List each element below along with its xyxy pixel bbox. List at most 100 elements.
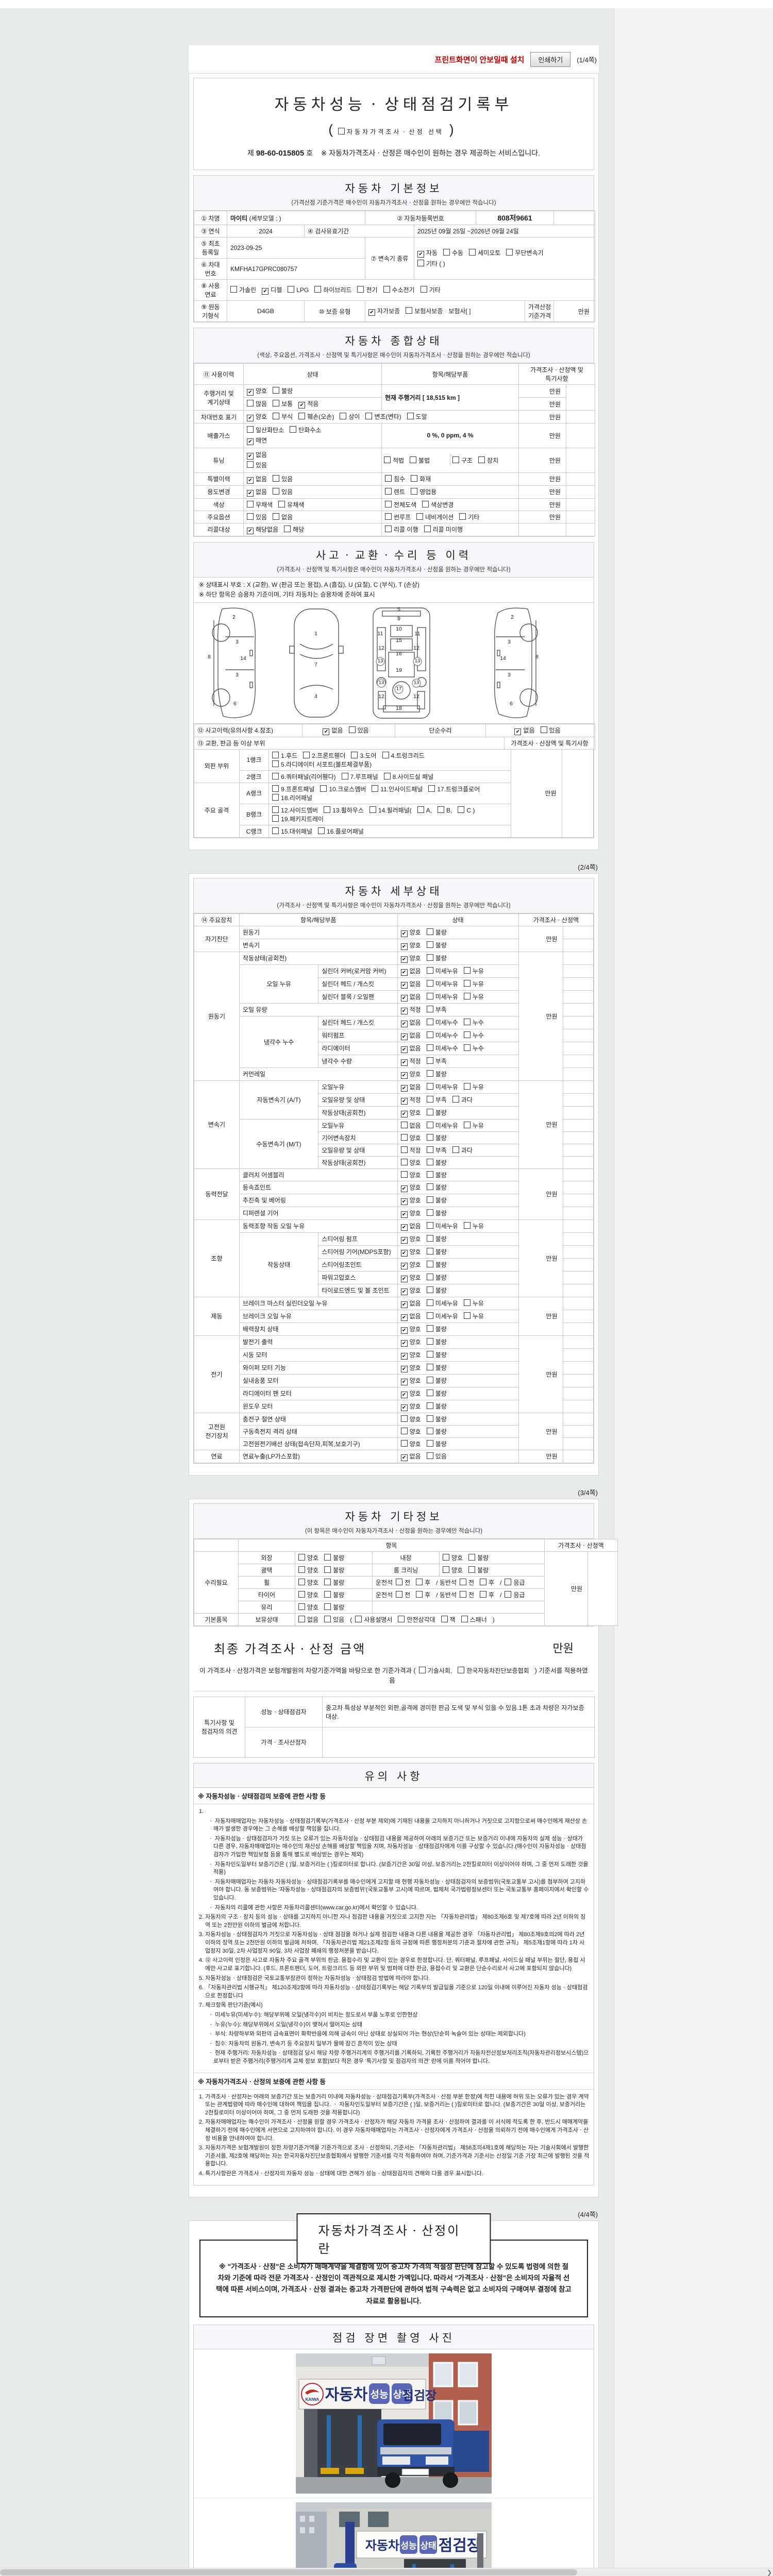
label-interior: 내장 [372, 1551, 440, 1564]
checkbox-item: 양호 [400, 1427, 421, 1435]
panel-number: 16 [396, 650, 402, 657]
checkbox-label: 기타 [468, 513, 480, 521]
page-marker-2: (2/4쪽) [578, 863, 598, 871]
checkbox-label: 없음 [256, 475, 267, 483]
item-label: 윈도우 모터 [239, 1399, 398, 1413]
state-checks: 양호 불량 [397, 1412, 519, 1426]
group-outer-panel: 외판 부위 [194, 749, 240, 783]
checkbox-item: 불량 [426, 1389, 447, 1397]
cell-empty [562, 964, 594, 978]
checkbox-item: ✔ 매연 [247, 437, 267, 446]
checkbox-item: ✔ 양호 [400, 1274, 421, 1282]
checkbox-item: ✔ 양호 [400, 1197, 421, 1205]
unchecked-checkbox-icon [314, 286, 322, 293]
label-mileage: 주행거리 및 계기상태 [194, 384, 244, 411]
detail-row: 조향 동력조향 작동 오일 누유 ✔ 없음 미세누유 누유 만원 [194, 1219, 594, 1297]
color-price: 만원 [518, 498, 566, 511]
unchecked-checkbox-icon [426, 1108, 433, 1115]
unchecked-checkbox-icon [385, 500, 392, 507]
unchecked-checkbox-icon [463, 1044, 470, 1051]
checkbox-item: 세미오토 [469, 249, 500, 257]
checked-checkbox-icon: ✔ [400, 1275, 408, 1282]
checkbox-label: 화재 [419, 476, 431, 483]
state-checks: ✔ 양호 불량 [397, 1399, 519, 1413]
cell-empty [562, 1118, 594, 1132]
item-label: 와이퍼 모터 기능 [239, 1361, 398, 1375]
notices-part2-heading: ※ 자동차가격조사ㆍ산정의 보증에 관한 사항 등 [194, 2072, 594, 2090]
device-group-name: 조향 [194, 1219, 240, 1297]
appraiser-opinion-text [322, 1726, 595, 1758]
checkbox-item: 11.인사이드패널 [372, 785, 423, 793]
appraisal-definition-title: 자동차가격조사ㆍ산정이란 [296, 2213, 491, 2264]
item-label: 구동축전지 격리 상태 [239, 1425, 398, 1438]
unchecked-checkbox-icon [411, 475, 418, 482]
checkbox-label: 불량 [435, 1070, 447, 1078]
checkbox-label: 미세누유 [435, 967, 458, 975]
checkbox-item: 수소전기 [383, 286, 415, 294]
checked-checkbox-icon: ✔ [247, 389, 254, 396]
cell-empty [562, 1156, 594, 1169]
checked-checkbox-icon: ✔ [400, 981, 408, 989]
checkbox-label: 없음 [307, 1616, 319, 1623]
checkbox-label: 도말 [415, 413, 427, 420]
inspector-opinion-text: 중고차 특성상 부분적인 외판,골격에 경미한 판금 도색 및 부식 있을 수 … [322, 1696, 595, 1727]
checkbox-label: 전체도색 [394, 501, 417, 509]
checked-checkbox-icon: ✔ [400, 1249, 408, 1257]
unchecked-checkbox-icon [298, 1553, 305, 1561]
unchecked-checkbox-icon [400, 1171, 408, 1178]
detail-row: 커먼레일 ✔ 양호 불량 [194, 1067, 594, 1081]
col-other-item: 항목 [238, 1538, 545, 1552]
detail-row: 라디에이터 팬 모터 ✔ 양호 불량 [194, 1386, 594, 1400]
notice-line: 2. 자동차매매업자는 매수인이 가격조사ㆍ산정을 원할 경우 가격조사ㆍ산정자… [199, 2119, 589, 2142]
notice-line: ㆍ 부식: 차량하부와 외판의 금속표면이 화학반응에 의해 금속이 아닌 상태… [208, 2031, 526, 2038]
unchecked-checkbox-icon [463, 1222, 470, 1229]
check-text: 보험사[ ] [448, 308, 471, 315]
section-final-price: 최종 가격조사ㆍ산정 금액 만원 이 가격조사ㆍ산정가격은 보험개발원의 차량기… [193, 1632, 594, 1691]
horizontal-scrollbar[interactable]: ❯ [0, 2568, 773, 2576]
unchecked-checkbox-icon [426, 1057, 433, 1064]
value-base-price-unit: 만원 [553, 300, 596, 322]
unchecked-checkbox-icon [426, 1095, 433, 1103]
item-sub-label: 파워고압호스 [318, 1270, 398, 1284]
page-marker-4: (4/4쪽) [578, 2210, 598, 2218]
detail-row: 스티어링조인트 ✔ 양호 불량 [194, 1258, 594, 1272]
cell-empty [562, 1283, 594, 1297]
checked-checkbox-icon: ✔ [247, 527, 254, 534]
scrollbar-thumb[interactable] [0, 2569, 577, 2575]
table-row: 특별이력 ✔ 없음 있음 침수 화재 만원 [194, 472, 596, 486]
print-button[interactable]: 인쇄하기 [530, 52, 571, 67]
unchecked-checkbox-icon [426, 1312, 433, 1319]
unchecked-checkbox-icon [426, 1133, 433, 1141]
rank-c-checks: 15.대쉬패널 16.플로어패널 [268, 824, 512, 838]
checkbox-label: 불량 [435, 1196, 447, 1204]
checked-checkbox-icon: ✔ [400, 1327, 408, 1334]
scroll-right-arrow-icon[interactable]: ❯ [766, 2569, 772, 2576]
cell-empty [562, 1232, 594, 1246]
unchecked-checkbox-icon [298, 1615, 305, 1622]
unchecked-checkbox-icon [443, 249, 450, 256]
checkbox-item: 있음 [540, 726, 561, 734]
label-car-name: ① 차명 [194, 211, 227, 225]
detail-row: 브레이크 오일 누유 ✔ 없음 미세누유 누유 [194, 1309, 594, 1323]
value-fuel: 가솔린 ✔ 디젤 LPG 하이브리드 전기 수소전기 기타 [226, 279, 596, 301]
unchecked-checkbox-icon [324, 1615, 331, 1622]
section-basic-subtitle: (가격산정 기준가격은 매수인이 자동차가격조사ㆍ산정을 원하는 경우에만 적습… [291, 200, 496, 206]
checkbox-item: 화재 [411, 475, 431, 483]
checkbox-label: 있음 [435, 1452, 447, 1460]
state-checks: 양호 불량 [397, 1168, 519, 1181]
checkbox-item: 전기 [357, 286, 378, 294]
state-checks: ✔ 양호 불량 [397, 925, 519, 939]
transmission-checks-line2: 기타 ( ) [417, 259, 592, 269]
value-inspection-period: 2025년 09월 25일 ~2026년 09월 24일 [413, 225, 596, 238]
checkbox-item: 사용설명서 [355, 1615, 392, 1623]
unchecked-checkbox-icon [424, 526, 431, 533]
unchecked-checkbox-icon [357, 286, 364, 293]
item-label: 라디에이터 팬 모터 [239, 1386, 398, 1400]
checked-checkbox-icon: ✔ [400, 969, 408, 976]
unchecked-checkbox-icon [426, 928, 433, 935]
item-label: 클러치 어셈블리 [239, 1168, 398, 1181]
unchecked-checkbox-icon [303, 751, 310, 758]
device-group-name: 동력전달 [194, 1168, 240, 1220]
label-transmission: ⑦ 변속기 종류 [365, 237, 414, 280]
checkbox-item: ✔ 없음 [400, 1045, 421, 1053]
